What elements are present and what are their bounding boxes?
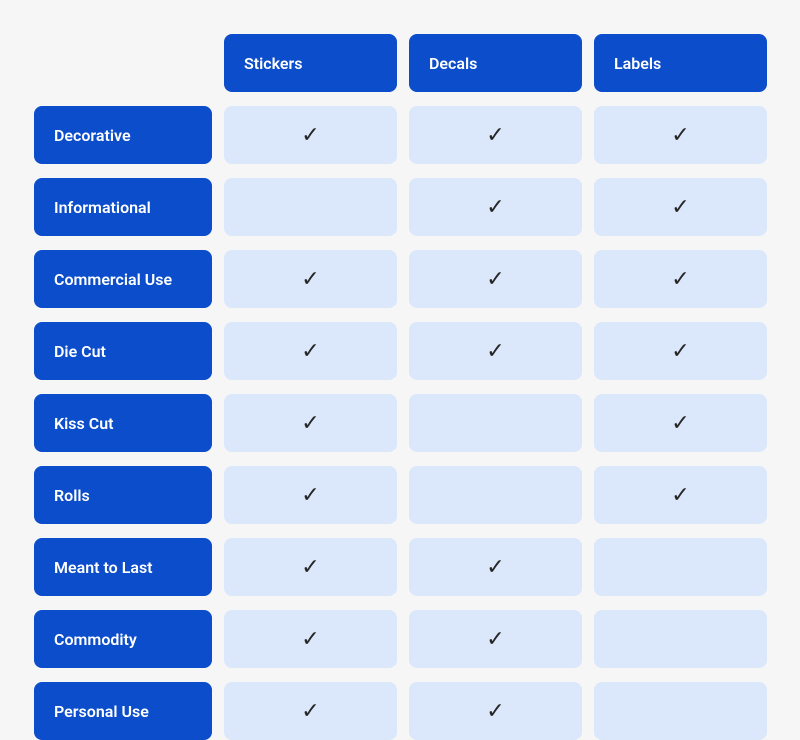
check-icon: ✓ [486,195,504,220]
check-icon: ✓ [301,339,319,364]
column-header: Decals [409,34,582,92]
check-icon: ✓ [301,699,319,724]
data-cell: ✓ [409,178,582,236]
row-header: Commercial Use [34,250,212,308]
check-icon: ✓ [486,267,504,292]
check-icon: ✓ [301,483,319,508]
data-cell [594,538,767,596]
data-cell: ✓ [224,538,397,596]
row-header: Decorative [34,106,212,164]
check-icon: ✓ [301,411,319,436]
row-header: Kiss Cut [34,394,212,452]
check-icon: ✓ [301,267,319,292]
row-header: Die Cut [34,322,212,380]
check-icon: ✓ [301,123,319,148]
row-header: Commodity [34,610,212,668]
row-header: Informational [34,178,212,236]
row-header: Rolls [34,466,212,524]
data-cell: ✓ [594,394,767,452]
data-cell [409,466,582,524]
data-cell: ✓ [224,106,397,164]
data-cell: ✓ [594,106,767,164]
data-cell: ✓ [409,106,582,164]
data-cell: ✓ [409,250,582,308]
check-icon: ✓ [486,627,504,652]
data-cell: ✓ [594,322,767,380]
data-cell: ✓ [594,178,767,236]
data-cell: ✓ [224,610,397,668]
check-icon: ✓ [671,195,689,220]
row-header: Personal Use [34,682,212,740]
check-icon: ✓ [486,123,504,148]
data-cell: ✓ [224,466,397,524]
column-header: Labels [594,34,767,92]
check-icon: ✓ [486,555,504,580]
data-cell [224,178,397,236]
comparison-table: StickersDecalsLabels Decorative ✓ ✓ ✓ Informa… [34,34,766,740]
check-icon: ✓ [671,339,689,364]
data-cell: ✓ [409,322,582,380]
check-icon: ✓ [301,627,319,652]
data-cell: ✓ [224,250,397,308]
data-cell: ✓ [224,682,397,740]
data-cell [594,682,767,740]
row-header: Meant to Last [34,538,212,596]
data-cell [409,394,582,452]
check-icon: ✓ [671,411,689,436]
check-icon: ✓ [486,699,504,724]
check-icon: ✓ [486,339,504,364]
data-cell: ✓ [409,682,582,740]
check-icon: ✓ [671,123,689,148]
corner-cell [34,34,212,92]
data-cell: ✓ [594,466,767,524]
check-icon: ✓ [671,483,689,508]
check-icon: ✓ [301,555,319,580]
column-header: Stickers [224,34,397,92]
check-icon: ✓ [671,267,689,292]
data-cell: ✓ [409,538,582,596]
data-cell: ✓ [594,250,767,308]
data-cell: ✓ [409,610,582,668]
data-cell [594,610,767,668]
data-cell: ✓ [224,322,397,380]
data-cell: ✓ [224,394,397,452]
